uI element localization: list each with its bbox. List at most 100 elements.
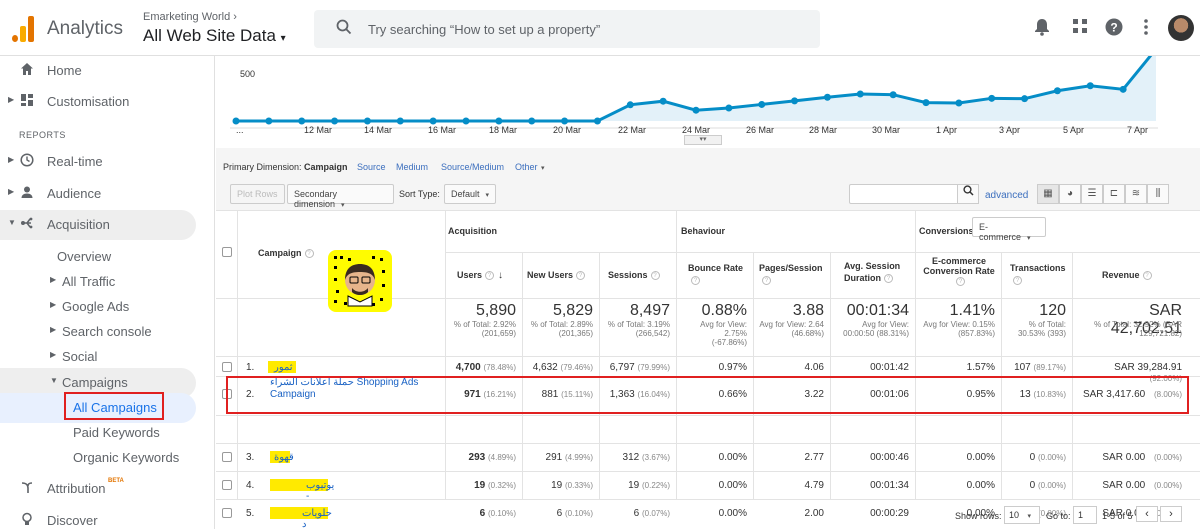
term-cloud-view-icon[interactable]: ≋	[1125, 184, 1147, 204]
data-point[interactable]	[1119, 85, 1127, 93]
sidebar-item-overview[interactable]: Overview	[0, 242, 196, 272]
data-point[interactable]	[462, 117, 470, 125]
col-revenue-header[interactable]: Revenue?	[1102, 270, 1152, 281]
sidebar-item-google-ads[interactable]: ▶ Google Ads	[0, 292, 196, 322]
account-breadcrumb[interactable]: Emarketing World ›	[143, 11, 237, 23]
data-point[interactable]	[298, 117, 306, 125]
sidebar-item-all-traffic[interactable]: ▶ All Traffic	[0, 267, 196, 297]
sidebar-item-organic-keywords[interactable]: Organic Keywords	[0, 443, 196, 473]
performance-view-icon[interactable]: ☰	[1081, 184, 1103, 204]
data-point[interactable]	[561, 117, 569, 125]
comparison-view-icon[interactable]: ⊏	[1103, 184, 1125, 204]
data-point[interactable]	[955, 99, 963, 107]
help-icon[interactable]: ?	[956, 277, 965, 287]
sort-type-select[interactable]: Default ▾	[444, 184, 496, 204]
chart-resize-handle[interactable]: ▾▾	[684, 135, 722, 145]
data-point[interactable]	[429, 117, 437, 125]
data-point[interactable]	[528, 117, 536, 125]
col-new-users-header[interactable]: New Users?	[527, 270, 586, 281]
table-view-icon[interactable]: ▦	[1037, 184, 1059, 204]
col-conversion-rate-header[interactable]: E-commerce Conversion Rate?	[920, 256, 998, 287]
help-icon[interactable]: ?	[1104, 18, 1124, 41]
conversions-select[interactable]: E-commerce ▾	[972, 217, 1046, 242]
sidebar-item-customisation[interactable]: ▶ Customisation	[0, 87, 196, 117]
col-transactions-header[interactable]: Transactions?	[1010, 262, 1070, 286]
row-checkbox[interactable]	[222, 508, 232, 518]
notifications-icon[interactable]	[1032, 18, 1052, 41]
sidebar-item-attribution[interactable]: Attribution BETA	[0, 474, 196, 504]
col-users-header[interactable]: Users? ↓	[457, 270, 503, 281]
help-icon[interactable]: ?	[884, 274, 893, 284]
data-point[interactable]	[922, 99, 930, 107]
data-point[interactable]	[626, 101, 634, 109]
data-point[interactable]	[331, 117, 339, 125]
col-bounce-header[interactable]: Bounce Rate?	[688, 262, 748, 286]
data-point[interactable]	[495, 117, 503, 125]
data-point[interactable]	[363, 117, 371, 125]
data-point[interactable]	[232, 117, 240, 125]
property-selector[interactable]: All Web Site Data ▾	[143, 26, 286, 46]
pie-view-icon[interactable]: ◕	[1059, 184, 1081, 204]
row-checkbox[interactable]	[222, 480, 232, 490]
col-duration-header[interactable]: Avg. Session Duration?	[844, 260, 904, 284]
next-page-button[interactable]: ›	[1160, 506, 1182, 522]
secondary-dimension-select[interactable]: Secondary dimension ▾	[287, 184, 394, 209]
help-icon[interactable]: ?	[650, 271, 660, 281]
data-point[interactable]	[1053, 87, 1061, 95]
show-rows-select[interactable]: 10 ▾	[1004, 506, 1040, 524]
table-filter-input[interactable]	[849, 184, 959, 204]
sidebar-item-search-console[interactable]: ▶ Search console	[0, 317, 196, 347]
data-point[interactable]	[692, 106, 700, 114]
dimension-medium[interactable]: Medium	[396, 162, 429, 172]
plot-rows-button[interactable]: Plot Rows	[230, 184, 285, 204]
data-point[interactable]	[823, 93, 831, 101]
data-point[interactable]	[1021, 95, 1029, 103]
apps-icon[interactable]	[1070, 18, 1090, 39]
data-point[interactable]	[659, 97, 667, 105]
more-vert-icon[interactable]	[1136, 18, 1156, 41]
help-icon[interactable]: ?	[576, 271, 586, 281]
data-point[interactable]	[396, 117, 404, 125]
row-checkbox[interactable]	[222, 362, 232, 372]
help-icon[interactable]: ?	[1142, 271, 1152, 281]
data-point[interactable]	[791, 97, 799, 105]
campaign-link[interactable]: ثمور	[274, 362, 293, 373]
analytics-logo-icon[interactable]	[12, 16, 36, 42]
dimension-source-medium[interactable]: Source/Medium	[441, 162, 505, 172]
sidebar-item-home[interactable]: Home	[0, 56, 196, 86]
data-point[interactable]	[725, 104, 733, 112]
sidebar-item-discover[interactable]: Discover	[0, 506, 196, 529]
campaign-link[interactable]: حملة اعلانات الشراء Shopping Ads Campaig…	[270, 377, 419, 400]
campaign-link[interactable]: يوتيوب -	[306, 480, 335, 502]
help-icon[interactable]: ?	[762, 276, 771, 286]
data-point[interactable]	[593, 117, 601, 125]
sidebar-item-social[interactable]: ▶ Social	[0, 342, 196, 372]
dimension-source[interactable]: Source	[357, 162, 386, 172]
sidebar-item-realtime[interactable]: ▶ Real-time	[0, 147, 196, 177]
help-icon[interactable]: ?	[1013, 276, 1022, 286]
help-icon[interactable]: ?	[304, 249, 314, 259]
pivot-view-icon[interactable]: ⫼	[1147, 184, 1169, 204]
row-checkbox[interactable]	[222, 452, 232, 462]
data-point[interactable]	[889, 91, 897, 99]
sidebar-item-paid-keywords[interactable]: Paid Keywords	[0, 418, 196, 448]
help-icon[interactable]: ?	[691, 276, 700, 286]
select-all-checkbox[interactable]	[222, 247, 232, 257]
campaign-link[interactable]: قهوة	[274, 452, 294, 463]
prev-page-button[interactable]: ‹	[1136, 506, 1158, 522]
data-point[interactable]	[265, 117, 273, 125]
data-point[interactable]	[856, 90, 864, 98]
col-sessions-header[interactable]: Sessions?	[608, 270, 660, 281]
data-point[interactable]	[1086, 82, 1094, 90]
advanced-filter-link[interactable]: advanced	[985, 190, 1029, 201]
help-icon[interactable]: ?	[485, 271, 495, 281]
data-point[interactable]	[988, 94, 996, 102]
campaign-link[interactable]: حلويات د	[302, 508, 332, 530]
sidebar-item-audience[interactable]: ▶ Audience	[0, 179, 196, 209]
goto-input[interactable]: 1	[1073, 506, 1097, 524]
col-pages-header[interactable]: Pages/Session?	[759, 262, 827, 286]
search-box[interactable]: Try searching “How to set up a property”	[314, 10, 820, 48]
dimension-other[interactable]: Other ▾	[515, 162, 545, 172]
data-point[interactable]	[758, 100, 766, 108]
avatar[interactable]	[1168, 15, 1194, 41]
